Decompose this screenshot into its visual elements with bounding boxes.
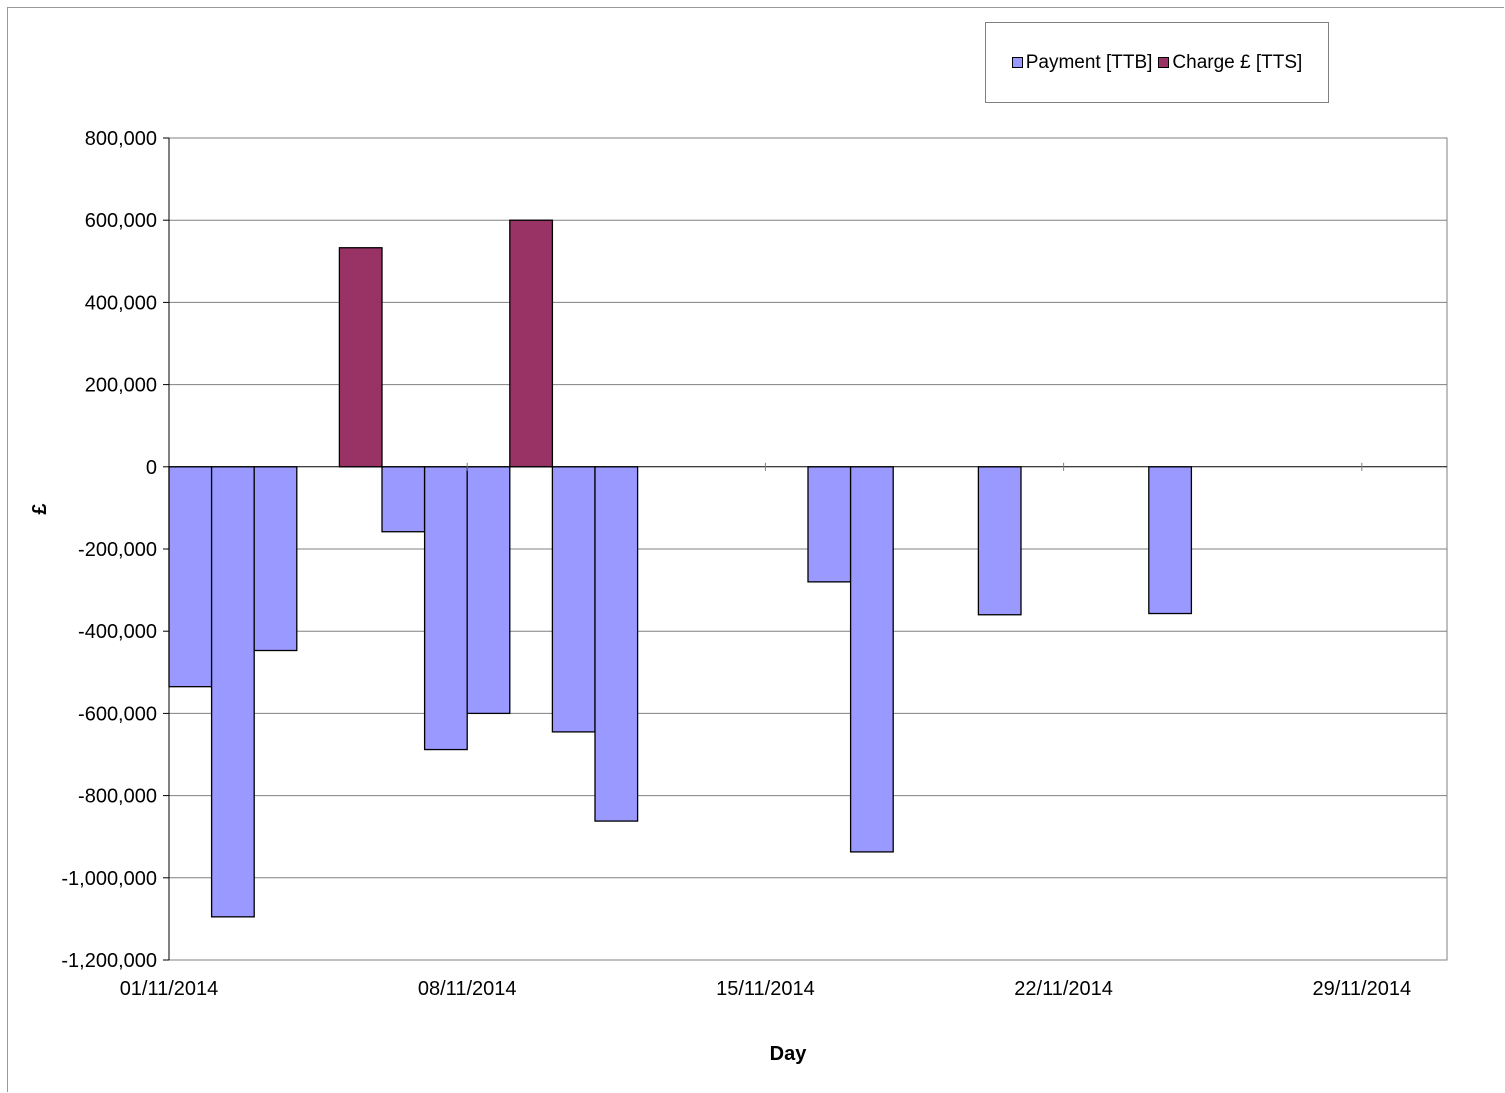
x-tick-label: 08/11/2014 <box>418 978 517 1000</box>
bar-payment <box>594 466 639 822</box>
y-tick-label: -1,000,000 <box>61 868 157 890</box>
bar-payment <box>210 466 255 918</box>
y-tick-label: 600,000 <box>85 210 157 232</box>
label-layer: 800,000 600,000 400,000 200,000 0 -200,000 -40… <box>61 128 1411 1000</box>
legend-entry-payment: Payment [TTB] <box>1011 51 1153 74</box>
bar-charge <box>338 247 383 468</box>
y-axis-title: £ <box>29 503 51 514</box>
y-tick-label: 0 <box>146 457 157 479</box>
y-tick-label: 400,000 <box>85 292 157 314</box>
bar-payment <box>551 466 596 733</box>
bar-payment <box>466 466 511 715</box>
y-tick-label: -200,000 <box>78 539 157 561</box>
bar-payment <box>381 466 426 533</box>
y-tick-label: -1,200,000 <box>61 950 157 972</box>
y-tick-label: 200,000 <box>85 375 157 397</box>
chart-area: 800,000 600,000 400,000 200,000 0 -200,000 -40… <box>7 7 1504 1092</box>
legend: Payment [TTB] Charge £ [TTS] <box>985 22 1329 103</box>
bar-payment <box>807 466 852 583</box>
bar-payment <box>977 466 1022 616</box>
bar-payment <box>168 466 213 688</box>
y-tick-label: 800,000 <box>85 128 157 150</box>
bar-payment <box>253 466 298 652</box>
x-axis-title: Day <box>770 1043 808 1065</box>
x-tick-label: 22/11/2014 <box>1014 978 1113 1000</box>
grid-layer <box>168 137 1448 961</box>
legend-label-payment: Payment [TTB] <box>1025 51 1153 73</box>
bar-charge <box>509 219 554 468</box>
bar-payment <box>1148 466 1193 615</box>
legend-swatch-charge <box>1158 57 1170 68</box>
x-tick-label: 15/11/2014 <box>716 978 815 1000</box>
bar-payment <box>423 466 468 751</box>
y-tick-label: -800,000 <box>78 786 157 808</box>
y-tick-label: -400,000 <box>78 621 157 643</box>
bar-payment <box>849 466 894 853</box>
axis-layer <box>163 137 1447 961</box>
legend-entry-charge: Charge £ [TTS] <box>1158 52 1302 74</box>
x-tick-label: 01/11/2014 <box>120 978 219 1000</box>
bar-layer <box>168 219 1193 918</box>
y-tick-label: -600,000 <box>78 703 157 725</box>
x-tick-label: 29/11/2014 <box>1312 978 1411 1000</box>
legend-label-charge: Charge £ [TTS] <box>1172 51 1303 73</box>
legend-swatch-payment <box>1011 57 1023 68</box>
chart-svg: 800,000 600,000 400,000 200,000 0 -200,000 -40… <box>29 128 1448 1065</box>
